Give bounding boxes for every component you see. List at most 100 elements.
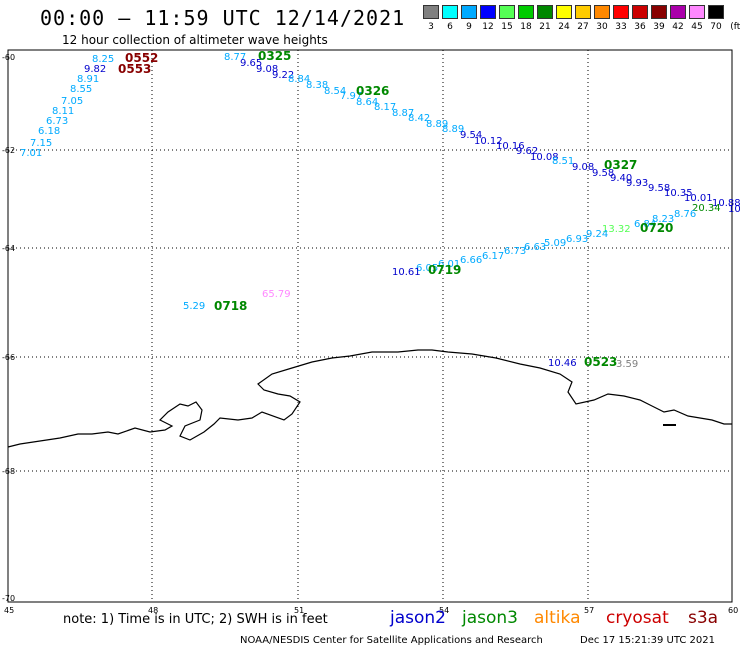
pass-time-label: 0552 [125, 51, 158, 65]
wave-height-label: 9.54 [460, 130, 482, 141]
legend-label: 36 [634, 22, 646, 32]
latitude-label: -66 [2, 353, 15, 362]
wave-height-label: 9.58 [592, 168, 614, 179]
wave-height-label: 8.89 [426, 119, 448, 130]
legend-label: 9 [466, 22, 472, 32]
legend-label: 24 [558, 22, 570, 32]
wave-height-label: 10.16 [496, 141, 525, 152]
wave-height-label: 7.05 [61, 96, 83, 107]
legend-label: 18 [520, 22, 532, 32]
wave-height-label: 8.76 [674, 209, 696, 220]
longitude-label: 48 [148, 606, 158, 615]
legend-swatch [537, 5, 553, 19]
legend-swatch [442, 5, 458, 19]
wave-height-label: 9.62 [516, 146, 538, 157]
wave-height-label: 8.64 [356, 97, 378, 108]
wave-height-label: 20.34 [692, 203, 721, 214]
wave-height-label: 10 [728, 204, 740, 215]
legend-swatch [613, 5, 629, 19]
wave-height-label: 8.17 [374, 102, 396, 113]
wave-height-label: 7.15 [30, 138, 52, 149]
wave-height-label: 8.51 [552, 156, 574, 167]
pass-time-label: 0325 [258, 49, 291, 63]
pass-time-label: 0327 [604, 158, 637, 172]
wave-height-label: 10.35 [664, 188, 693, 199]
graticule [8, 50, 732, 602]
wave-height-label: 9.58 [648, 183, 670, 194]
legend-unit: (ft) [730, 22, 740, 32]
legend-label: 70 [710, 22, 722, 32]
pass-time-label: 0718 [214, 299, 247, 313]
pass-time-label: 0719 [428, 263, 461, 277]
satellite-label: altika [534, 608, 581, 628]
legend-label: 27 [577, 22, 589, 32]
wave-height-label: 65.79 [262, 289, 291, 300]
satellite-label: jason2 [390, 608, 446, 628]
legend-swatch [708, 5, 724, 19]
footer-note: note: 1) Time is in UTC; 2) SWH is in fe… [63, 612, 328, 627]
wave-height-label: 8.23 [652, 214, 674, 225]
satellite-label: cryosat [606, 608, 669, 628]
legend-label: 33 [615, 22, 627, 32]
latitude-label: -64 [2, 244, 15, 253]
legend-swatch [556, 5, 572, 19]
wave-height-label: 8.89 [442, 124, 464, 135]
legend-swatch [689, 5, 705, 19]
wave-height-label: 13.32 [602, 224, 631, 235]
legend-swatch [423, 5, 439, 19]
wave-height-label: 10.01 [684, 193, 713, 204]
pass-time-label: 0523 [584, 355, 617, 369]
wave-height-label: 6.63 [524, 242, 546, 253]
wave-height-label: 6.05 [416, 263, 438, 274]
wave-height-label: 6.84 [634, 219, 656, 230]
credit-line: NOAA/NESDIS Center for Satellite Applica… [240, 635, 543, 646]
wave-height-label: 9.08 [256, 64, 278, 75]
wave-height-label: 9.65 [240, 58, 262, 69]
legend-label: 15 [501, 22, 513, 32]
pass-time-label: 0720 [640, 221, 673, 235]
legend-label: 12 [482, 22, 494, 32]
legend-swatch [480, 5, 496, 19]
legend-swatch [594, 5, 610, 19]
latitude-label: -70 [2, 594, 15, 603]
wave-height-label: 8.55 [70, 84, 92, 95]
pass-time-label: 0553 [118, 62, 151, 76]
wave-height-label: 8.87 [392, 108, 414, 119]
wave-height-label: 9.82 [84, 64, 106, 75]
wave-height-label: 10.08 [530, 152, 559, 163]
page-subtitle: 12 hour collection of altimeter wave hei… [62, 33, 328, 47]
page-title: 00:00 – 11:59 UTC 12/14/2021 [40, 6, 406, 30]
wave-height-label: 8.11 [52, 106, 74, 117]
longitude-label: 57 [584, 606, 594, 615]
longitude-labels: 45 48 51 54 57 60 [4, 606, 738, 615]
wave-height-label: 9.22 [272, 70, 294, 81]
latitude-label: -60 [2, 53, 15, 62]
longitude-label: 60 [728, 606, 738, 615]
longitude-label: 51 [294, 606, 304, 615]
wave-height-label: 7.97 [340, 91, 362, 102]
latitude-label: -62 [2, 146, 15, 155]
map-frame [7, 49, 733, 603]
wave-height-label: 6.73 [46, 116, 68, 127]
legend-swatch [461, 5, 477, 19]
wave-height-label: 10.61 [392, 267, 421, 278]
wave-height-label: 5.29 [183, 301, 205, 312]
legend-label: 45 [691, 22, 703, 32]
wave-height-label: 6.17 [482, 251, 504, 262]
legend-label: 42 [672, 22, 684, 32]
longitude-label: 54 [439, 606, 449, 615]
wave-height-label: 7.01 [20, 148, 42, 159]
wave-height-label: 8.25 [92, 54, 114, 65]
wave-height-label: 9.24 [586, 229, 608, 240]
wave-height-label: 8.91 [77, 74, 99, 85]
wave-height-label: 8.38 [306, 80, 328, 91]
antarctic-coastline [7, 349, 732, 448]
wave-height-label: 6.93 [566, 234, 588, 245]
legend-swatch [651, 5, 667, 19]
latitude-label: -68 [2, 467, 15, 476]
wave-height-label: 6.18 [38, 126, 60, 137]
legend-swatch [499, 5, 515, 19]
wave-height-label: 9.40 [610, 173, 632, 184]
wave-height-label: 9.93 [626, 178, 648, 189]
